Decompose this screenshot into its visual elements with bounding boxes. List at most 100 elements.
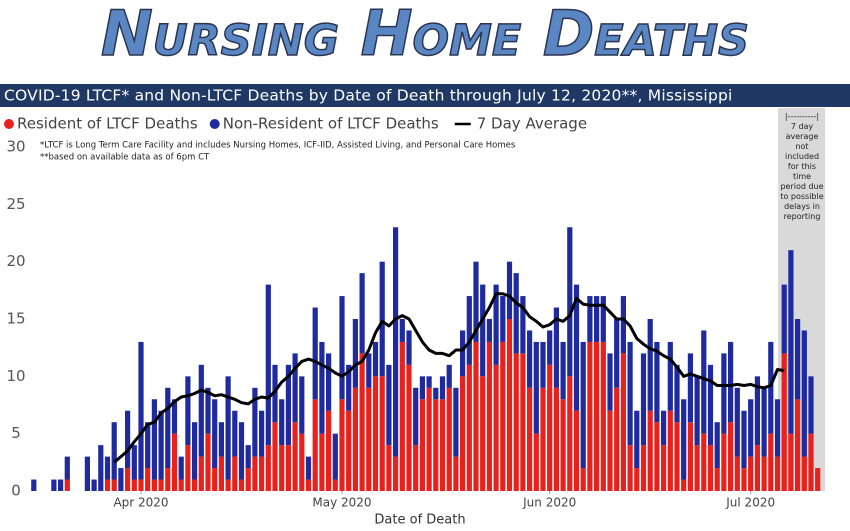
bar-segment xyxy=(245,468,251,491)
bar-segment xyxy=(560,341,566,400)
bar-segment xyxy=(279,445,285,491)
bar-segment xyxy=(218,422,224,457)
bar-segment xyxy=(721,433,727,491)
bar-segment xyxy=(64,479,70,491)
bar-segment xyxy=(265,445,271,491)
bar-segment xyxy=(98,445,104,491)
bar-segment xyxy=(379,376,385,491)
bar-segment xyxy=(587,341,593,491)
bar-segment xyxy=(614,387,620,491)
bar-segment xyxy=(634,468,640,491)
bar-segment xyxy=(419,399,425,491)
bar-segment xyxy=(460,376,466,491)
bar-segment xyxy=(654,341,660,423)
bar-segment xyxy=(614,319,620,388)
bar-segment xyxy=(218,456,224,491)
bar-segment xyxy=(292,422,298,491)
bar-segment xyxy=(225,479,231,491)
x-tick-label: Jun 2020 xyxy=(522,496,576,510)
bar-segment xyxy=(513,273,519,354)
bar-segment xyxy=(687,422,693,491)
bar-segment xyxy=(795,399,801,491)
bar-segment xyxy=(413,445,419,491)
bar-segment xyxy=(372,341,379,377)
bar-segment xyxy=(701,433,707,491)
bar-segment xyxy=(299,433,305,491)
bar-segment xyxy=(312,399,318,491)
bar-segment xyxy=(547,364,553,491)
side-note-text: 7 day average not included for this time… xyxy=(780,122,824,221)
bar-segment xyxy=(252,387,258,457)
bar-segment xyxy=(781,353,787,491)
bar-segment xyxy=(292,353,298,423)
y-tick-label: 0 xyxy=(11,482,21,500)
bar-segment xyxy=(667,410,673,491)
y-tick-label: 20 xyxy=(6,252,25,270)
bar-segment xyxy=(741,468,747,491)
bar-segment xyxy=(272,422,278,491)
bar-segment xyxy=(634,410,640,469)
bar-segment xyxy=(185,445,191,491)
bar-segment xyxy=(332,433,338,480)
bar-segment xyxy=(165,387,171,469)
bar-segment xyxy=(238,422,245,480)
bar-segment xyxy=(788,250,794,434)
bar-segment xyxy=(131,479,137,491)
bar-segment xyxy=(453,387,459,457)
bar-segment xyxy=(319,341,325,434)
bar-segment xyxy=(259,456,265,491)
bar-segment xyxy=(768,433,774,491)
bar-segment xyxy=(547,330,553,365)
bar-segment xyxy=(627,341,633,446)
bar-segment xyxy=(540,387,546,491)
bar-segment xyxy=(339,296,345,400)
bar-segment xyxy=(245,445,251,469)
bar-segment xyxy=(205,433,211,491)
bar-segment xyxy=(272,364,278,423)
bar-segment xyxy=(192,422,198,480)
bar-segment xyxy=(111,422,117,480)
bar-segment xyxy=(212,399,218,469)
bar-segment xyxy=(171,399,178,434)
bar-segment xyxy=(647,319,653,411)
bar-segment xyxy=(265,284,271,446)
bar-segment xyxy=(366,353,372,388)
bar-segment xyxy=(379,261,385,377)
bar-segment xyxy=(413,387,419,446)
bar-segment xyxy=(734,456,740,491)
bar-segment xyxy=(460,330,466,377)
bar-segment xyxy=(51,479,57,491)
bar-segment xyxy=(279,399,285,446)
bar-segment xyxy=(694,376,700,446)
bar-segment xyxy=(125,410,131,469)
bar-segment xyxy=(426,376,432,388)
bar-segment xyxy=(446,387,452,491)
bar-segment xyxy=(480,284,486,377)
bar-segment xyxy=(600,341,606,491)
bar-segment xyxy=(326,410,332,491)
bar-segment xyxy=(607,410,613,491)
x-tick-label: Jul 2020 xyxy=(725,496,775,510)
bar-segment xyxy=(259,410,265,457)
bar-segment xyxy=(158,479,164,491)
bar-segment xyxy=(225,376,231,480)
bar-segment xyxy=(553,387,559,491)
bar-segment xyxy=(661,445,667,491)
average-line xyxy=(113,292,785,464)
legend-label: 7 Day Average xyxy=(477,115,587,133)
bar-segment xyxy=(707,445,714,491)
bar-segment xyxy=(393,456,399,491)
footnote: *LTCF is Long Term Care Facility and inc… xyxy=(40,141,516,151)
bar-segment xyxy=(607,353,613,411)
bar-segment xyxy=(393,227,399,457)
bar-segment xyxy=(212,468,218,491)
bar-segment xyxy=(761,387,767,457)
bar-segment xyxy=(620,296,626,354)
y-tick-label: 15 xyxy=(6,310,25,328)
bar-segment xyxy=(594,296,600,342)
bar-segment xyxy=(473,341,479,491)
bar-segment xyxy=(774,399,781,457)
bar-segment xyxy=(506,261,513,319)
